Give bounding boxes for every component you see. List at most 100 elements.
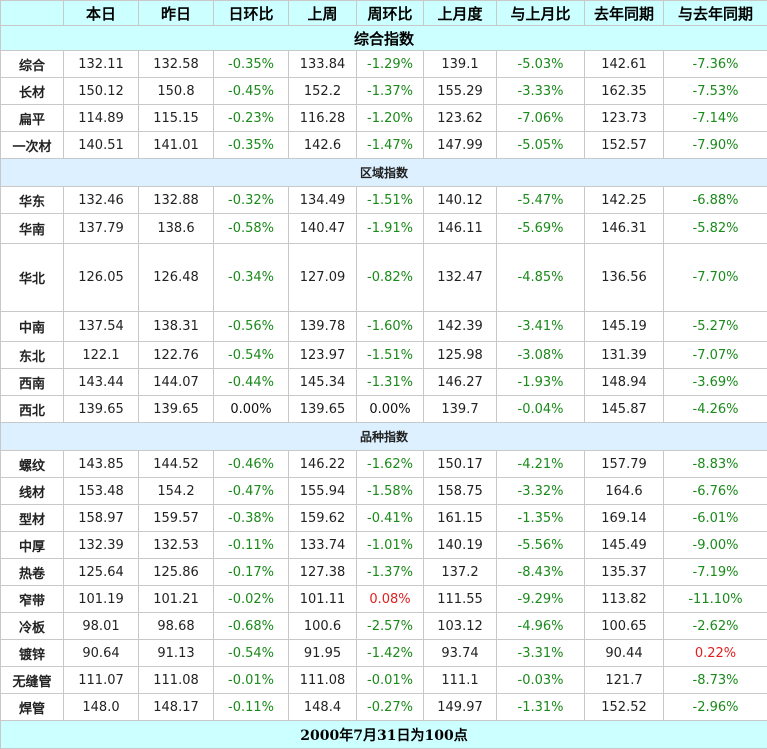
table-cell: -6.01%: [664, 505, 767, 532]
table-cell: -1.93%: [497, 369, 585, 396]
table-cell: -7.90%: [664, 132, 767, 159]
table-cell: 101.11: [289, 586, 357, 613]
header-cell: 日环比: [214, 1, 289, 26]
table-cell: 100.65: [585, 613, 664, 640]
table-cell: -9.29%: [497, 586, 585, 613]
table-cell: -1.51%: [357, 342, 424, 369]
table-cell: 148.17: [139, 694, 214, 721]
row-name: 无缝管: [1, 667, 64, 694]
row-name: 中厚: [1, 532, 64, 559]
table-cell: 169.14: [585, 505, 664, 532]
table-cell: 132.47: [424, 244, 497, 312]
table-cell: -3.32%: [497, 478, 585, 505]
table-cell: 121.7: [585, 667, 664, 694]
table-cell: 126.48: [139, 244, 214, 312]
row-name: 华南: [1, 214, 64, 244]
table-cell: -5.69%: [497, 214, 585, 244]
table-cell: 0.00%: [214, 396, 289, 423]
table-cell: 132.53: [139, 532, 214, 559]
table-cell: 123.73: [585, 105, 664, 132]
table-cell: 111.08: [139, 667, 214, 694]
table-cell: -7.53%: [664, 78, 767, 105]
table-cell: -7.70%: [664, 244, 767, 312]
table-cell: 142.25: [585, 187, 664, 214]
table-cell: 142.39: [424, 312, 497, 342]
table-cell: -0.68%: [214, 613, 289, 640]
table-title: 综合指数: [1, 26, 767, 51]
table-cell: -1.47%: [357, 132, 424, 159]
table-cell: 146.11: [424, 214, 497, 244]
table-cell: 123.97: [289, 342, 357, 369]
header-cell: 与去年同期: [664, 1, 767, 26]
table-cell: 122.76: [139, 342, 214, 369]
table-cell: -5.03%: [497, 51, 585, 78]
row-name: 西南: [1, 369, 64, 396]
table-cell: 137.2: [424, 559, 497, 586]
table-cell: -4.21%: [497, 451, 585, 478]
table-cell: 103.12: [424, 613, 497, 640]
table-cell: 139.7: [424, 396, 497, 423]
row-name: 扁平: [1, 105, 64, 132]
table-cell: -8.73%: [664, 667, 767, 694]
table-cell: 111.1: [424, 667, 497, 694]
section-label: 区域指数: [1, 159, 767, 187]
table-cell: -0.58%: [214, 214, 289, 244]
table-cell: 155.94: [289, 478, 357, 505]
table-cell: 142.6: [289, 132, 357, 159]
table-cell: 115.15: [139, 105, 214, 132]
table-cell: 125.86: [139, 559, 214, 586]
table-cell: 144.52: [139, 451, 214, 478]
table-cell: 137.54: [64, 312, 139, 342]
table-cell: 141.01: [139, 132, 214, 159]
table-cell: 93.74: [424, 640, 497, 667]
table-cell: 111.55: [424, 586, 497, 613]
table-cell: 143.44: [64, 369, 139, 396]
table-cell: -0.54%: [214, 342, 289, 369]
table-cell: -0.38%: [214, 505, 289, 532]
table-cell: 145.34: [289, 369, 357, 396]
row-name: 型材: [1, 505, 64, 532]
table-cell: -5.56%: [497, 532, 585, 559]
table-cell: 133.74: [289, 532, 357, 559]
table-cell: -1.31%: [497, 694, 585, 721]
row-name: 镀锌: [1, 640, 64, 667]
header-cell: 上周: [289, 1, 357, 26]
table-cell: 139.1: [424, 51, 497, 78]
table-cell: -5.47%: [497, 187, 585, 214]
table-cell: 140.12: [424, 187, 497, 214]
table-cell: 132.11: [64, 51, 139, 78]
table-cell: 98.68: [139, 613, 214, 640]
section-header-row: 品种指数: [1, 423, 767, 451]
row-name: 华东: [1, 187, 64, 214]
header-cell: 昨日: [139, 1, 214, 26]
table-cell: 91.95: [289, 640, 357, 667]
table-cell: -1.91%: [357, 214, 424, 244]
row-name: 螺纹: [1, 451, 64, 478]
table-cell: 116.28: [289, 105, 357, 132]
table-cell: -0.11%: [214, 532, 289, 559]
table-cell: 140.47: [289, 214, 357, 244]
table-cell: -4.96%: [497, 613, 585, 640]
table-cell: -8.83%: [664, 451, 767, 478]
table-cell: 148.94: [585, 369, 664, 396]
table-cell: -7.06%: [497, 105, 585, 132]
table-cell: 139.78: [289, 312, 357, 342]
table-cell: 0.08%: [357, 586, 424, 613]
table-cell: 0.00%: [357, 396, 424, 423]
footer-row: 2000年7月31日为100点: [1, 721, 767, 749]
table-cell: -7.19%: [664, 559, 767, 586]
table-cell: -6.76%: [664, 478, 767, 505]
table-cell: 132.46: [64, 187, 139, 214]
table-cell: -0.27%: [357, 694, 424, 721]
row-name: 焊管: [1, 694, 64, 721]
table-cell: 152.52: [585, 694, 664, 721]
table-cell: -0.56%: [214, 312, 289, 342]
table-cell: 126.05: [64, 244, 139, 312]
